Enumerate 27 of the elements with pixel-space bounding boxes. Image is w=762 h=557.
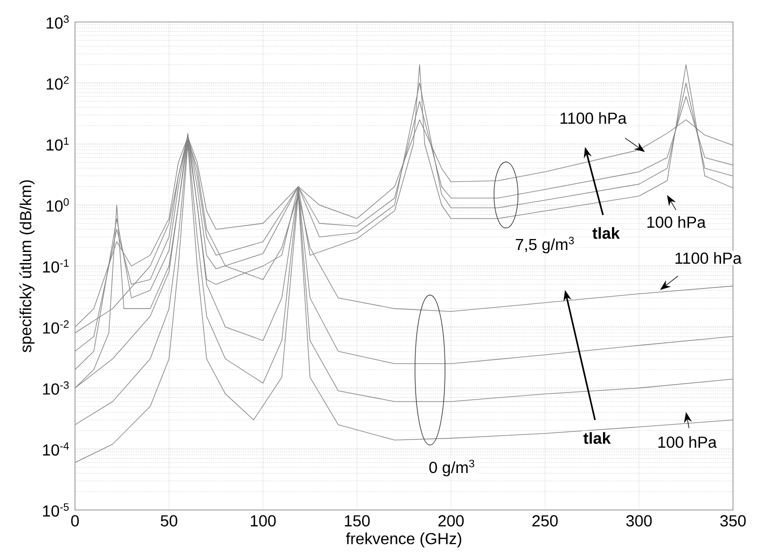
annotation: 1100 hPa [560, 112, 627, 124]
x-axis-title: frekvence (GHz) [346, 532, 462, 548]
y-tick-label: 10$^{0}$ [46, 198, 69, 212]
y-tick-label: 10$^{2}$ [46, 76, 69, 90]
x-tick-label: 200 [438, 515, 464, 526]
y-tick-label: 10$^{-1}$ [43, 259, 69, 273]
x-tick-label: 150 [344, 515, 370, 526]
x-tick-label: 300 [626, 515, 652, 526]
x-tick-label: 0 [71, 515, 79, 526]
x-tick-label: 350 [720, 515, 746, 526]
x-tick-label: 100 [250, 515, 276, 526]
x-tick-label: 50 [160, 515, 178, 526]
y-tick-label: 10$^{1}$ [46, 137, 69, 151]
y-tick-label: 10$^{3}$ [46, 15, 69, 29]
annotation: 0 g/m$^{3}$ [429, 460, 474, 476]
annotation: 1100 hPa [676, 252, 742, 264]
y-tick-label: 10$^{-5}$ [43, 503, 69, 517]
y-tick-label: 10$^{-4}$ [43, 442, 69, 456]
annotation: 100 hPa [658, 436, 717, 448]
y-tick-label: 10$^{-2}$ [43, 320, 69, 334]
x-tick-label: 250 [532, 515, 558, 526]
y-tick-label: 10$^{-3}$ [43, 381, 69, 395]
annotation: 7,5 g/m$^{3}$ [516, 236, 574, 254]
y-axis-title: specifický útlum (dB/km) [19, 180, 35, 352]
annotation: 100 hPa [647, 216, 706, 228]
annotation: tlak [583, 432, 611, 444]
annotation: tlak [592, 227, 620, 239]
